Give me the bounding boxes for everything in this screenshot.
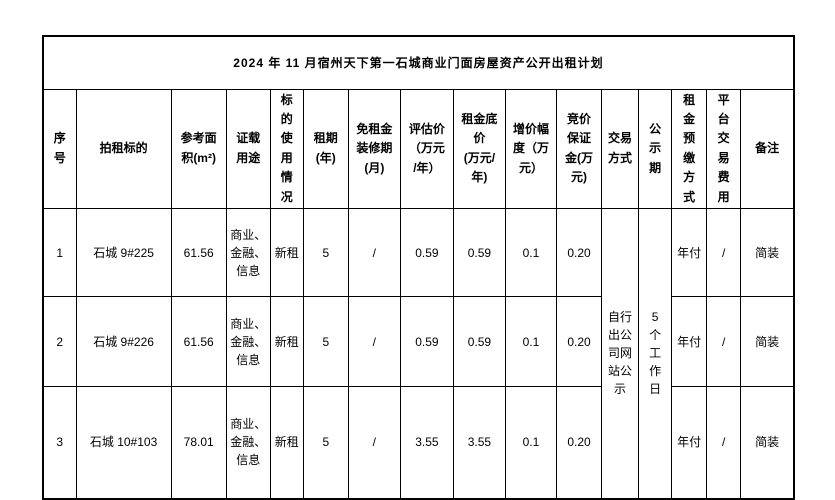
cell-base-rent: 0.59: [452, 296, 506, 388]
cell-lease-term: 5: [302, 208, 349, 298]
col-header-usage-status: 标 的 使 用 情 况: [269, 88, 304, 210]
cell-usage-status: 新租: [269, 386, 304, 500]
cell-area: 61.56: [170, 208, 227, 298]
cell-prepayment: 年付: [671, 208, 708, 298]
cell-usage-status: 新租: [269, 208, 304, 298]
cell-remark: 简装: [740, 296, 795, 388]
col-header-remarks: 备注: [740, 88, 795, 210]
cell-assessed: 0.59: [399, 208, 454, 298]
col-header-rental-target: 拍租标的: [75, 88, 172, 210]
cell-rent-free: /: [347, 296, 401, 388]
table-row: 3 石城 10#103 78.01 商业、金融、信息 新租 5 / 3.55 3…: [42, 386, 795, 500]
col-header-bid-deposit: 竞价 保证 金(万 元): [555, 88, 603, 210]
cell-deposit: 0.20: [555, 386, 603, 500]
title-row: 2024 年 11 月宿州天下第一石城商业门面房屋资产公开出租计划: [42, 35, 795, 90]
table-header-row: 序 号 拍租标的 参考面 积(m²) 证载 用途 标 的 使 用 情 况 租期 …: [42, 88, 795, 210]
cell-deposit: 0.20: [555, 296, 603, 388]
col-header-rent-free-period: 免租金 装修期 (月): [347, 88, 401, 210]
rental-plan-table: 2024 年 11 月宿州天下第一石城商业门面房屋资产公开出租计划 序 号 拍租…: [42, 35, 795, 500]
cell-platform-fee: /: [706, 296, 742, 388]
cell-prepayment: 年付: [671, 296, 708, 388]
col-header-registered-use: 证载 用途: [225, 88, 271, 210]
cell-registered-use: 商业、金融、信息: [225, 208, 271, 298]
cell-registered-use: 商业、金融、信息: [225, 386, 271, 500]
cell-increment: 0.1: [504, 296, 558, 388]
cell-platform-fee: /: [706, 208, 742, 298]
cell-increment: 0.1: [504, 386, 558, 500]
document-title: 2024 年 11 月宿州天下第一石城商业门面房屋资产公开出租计划: [42, 35, 795, 90]
col-header-price-increment: 增价幅 度（万 元）: [504, 88, 558, 210]
cell-area: 78.01: [170, 386, 227, 500]
cell-registered-use: 商业、金融、信息: [225, 296, 271, 388]
col-header-assessed-price: 评估价 （万元 /年）: [399, 88, 454, 210]
cell-lease-term: 5: [302, 296, 349, 388]
col-header-notice-period: 公 示 期: [638, 88, 673, 210]
col-header-prepayment-method: 租 金 预 缴 方 式: [671, 88, 708, 210]
col-header-reference-area: 参考面 积(m²): [170, 88, 227, 210]
cell-rental-target: 石城 10#103: [75, 386, 172, 500]
cell-base-rent: 0.59: [452, 208, 506, 298]
cell-remark: 简装: [740, 386, 795, 500]
table-row: 1 石城 9#225 61.56 商业、金融、信息 新租 5 / 0.59 0.…: [42, 208, 795, 500]
cell-area: 61.56: [170, 296, 227, 388]
col-header-transaction-method: 交易 方式: [601, 88, 640, 210]
col-header-lease-term: 租期 (年): [302, 88, 349, 210]
cell-sequence: 2: [42, 296, 77, 388]
cell-prepayment: 年付: [671, 386, 708, 500]
cell-remark: 简装: [740, 208, 795, 298]
cell-deposit: 0.20: [555, 208, 603, 298]
col-header-sequence: 序 号: [42, 88, 77, 210]
col-header-base-rent: 租金底 价 (万元/ 年): [452, 88, 506, 210]
cell-lease-term: 5: [302, 386, 349, 500]
cell-sequence: 3: [42, 386, 77, 500]
cell-rent-free: /: [347, 208, 401, 298]
cell-rental-target: 石城 9#226: [75, 296, 172, 388]
cell-transaction-method: 自行 出公 司网 站公 示: [601, 208, 640, 500]
table-row: 2 石城 9#226 61.56 商业、金融、信息 新租 5 / 0.59 0.…: [42, 296, 795, 388]
cell-rental-target: 石城 9#225: [75, 208, 172, 298]
cell-assessed: 0.59: [399, 296, 454, 388]
cell-sequence: 1: [42, 208, 77, 298]
cell-assessed: 3.55: [399, 386, 454, 500]
cell-increment: 0.1: [504, 208, 558, 298]
cell-platform-fee: /: [706, 386, 742, 500]
cell-notice-period: 5 个 工 作 日: [638, 208, 673, 500]
cell-rent-free: /: [347, 386, 401, 500]
cell-usage-status: 新租: [269, 296, 304, 388]
col-header-platform-fee: 平 台 交 易 费 用: [706, 88, 742, 210]
cell-base-rent: 3.55: [452, 386, 506, 500]
